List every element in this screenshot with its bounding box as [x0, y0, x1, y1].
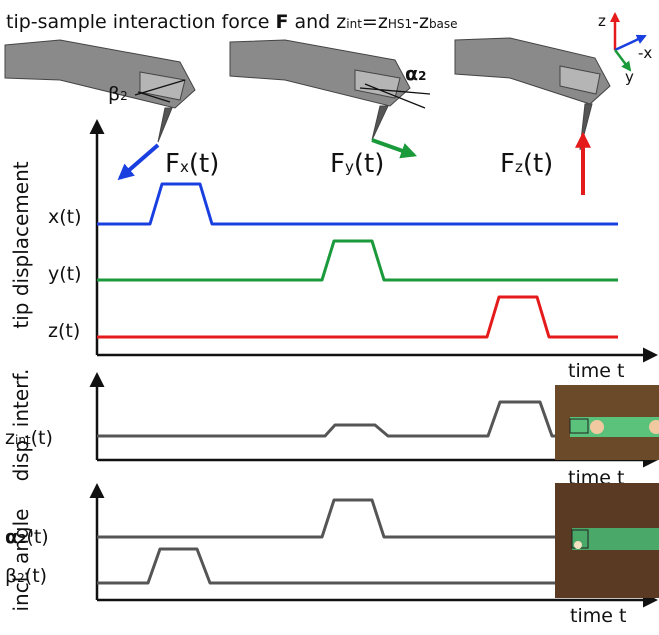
trace-y: [97, 239, 618, 282]
trace-zint: [97, 400, 558, 438]
triad-x: -x: [638, 44, 652, 62]
text-part: int: [346, 17, 362, 31]
force-arrow-y: [371, 138, 418, 159]
shape: [570, 417, 659, 437]
angle-marks: [134, 79, 431, 109]
force-z: Fz(t): [500, 149, 553, 179]
title: tip-sample interaction force F and zint=…: [6, 11, 458, 33]
text-part: 2: [17, 571, 25, 585]
shape: [569, 418, 589, 434]
text-part: (t): [354, 149, 384, 179]
text-part: z: [5, 427, 15, 449]
inset-image: [555, 483, 659, 598]
text-part: 2: [120, 89, 128, 103]
text-part: β: [108, 83, 120, 105]
alpha-label: α2: [405, 63, 426, 85]
text-part: α: [5, 526, 18, 548]
trace-label: β2(t): [5, 565, 47, 587]
text-part: (t): [25, 565, 47, 587]
shape: [157, 107, 173, 143]
text-part: (t): [523, 149, 553, 179]
text-part: α: [405, 63, 418, 85]
force-y: Fy(t): [330, 149, 384, 179]
text-part: (t): [189, 149, 219, 179]
text-part: y: [345, 158, 354, 176]
shape: [614, 49, 632, 72]
trace-label: x(t): [48, 206, 82, 228]
text-part: β: [5, 565, 17, 587]
text-part: F: [165, 149, 180, 179]
trace-label: z(t): [48, 320, 80, 342]
shape: [371, 105, 389, 141]
shape: [614, 34, 647, 52]
shape: [574, 541, 582, 549]
text-part: and z: [288, 11, 346, 33]
shape: [359, 83, 431, 109]
text-part: int: [15, 433, 31, 447]
force-x: Fx(t): [165, 149, 219, 179]
x-axis-label: time t: [570, 605, 626, 627]
shape: [572, 528, 659, 550]
trace-label: α2(t): [5, 526, 49, 548]
text-part: (t): [31, 427, 53, 449]
text-part: F: [275, 11, 288, 33]
text-part: z: [515, 158, 523, 176]
force-arrow-x: [117, 143, 160, 181]
trace-label: y(t): [48, 263, 82, 285]
triad-z: z: [598, 12, 606, 30]
y-axis-label: tip displacement: [9, 161, 33, 328]
shape: [649, 420, 659, 434]
text-part: 2: [18, 532, 26, 546]
text-part: x: [180, 158, 189, 176]
trace-x: [97, 182, 618, 226]
text-part: tip-sample interaction force: [6, 11, 275, 33]
text-part: =z: [362, 11, 388, 33]
text-part: 2: [418, 69, 426, 83]
text-part: HS1: [388, 17, 412, 31]
y-axis-label: disp. interf.: [9, 369, 33, 482]
x-axis-label: time t: [568, 360, 624, 382]
trace-beta: [97, 547, 558, 585]
trace-alpha: [97, 498, 558, 539]
y-axis-label: incl. angle: [9, 509, 33, 612]
shape: [559, 65, 601, 95]
shape: [134, 79, 186, 103]
text-part: base: [429, 17, 458, 31]
inset-image: [555, 385, 659, 460]
text-part: F: [500, 149, 515, 179]
shape: [139, 71, 186, 101]
triad-y: y: [625, 68, 634, 86]
triad: [610, 12, 647, 72]
trace-label: zint(t): [5, 427, 53, 449]
beta-label: β2: [108, 83, 128, 105]
text-part: (t): [26, 526, 48, 548]
text-part: -z: [412, 11, 429, 33]
trace-z: [97, 295, 618, 339]
text-part: F: [330, 149, 345, 179]
shape: [590, 420, 604, 434]
